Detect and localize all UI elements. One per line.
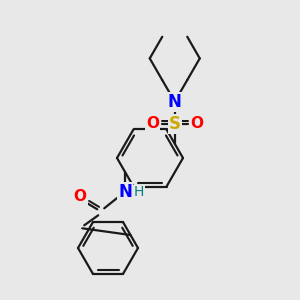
Text: O: O — [74, 189, 87, 204]
Text: O: O — [146, 116, 159, 131]
Text: S: S — [169, 115, 181, 133]
Text: N: N — [168, 93, 182, 111]
Text: O: O — [190, 116, 203, 131]
Text: H: H — [134, 185, 144, 199]
Text: N: N — [118, 183, 132, 201]
